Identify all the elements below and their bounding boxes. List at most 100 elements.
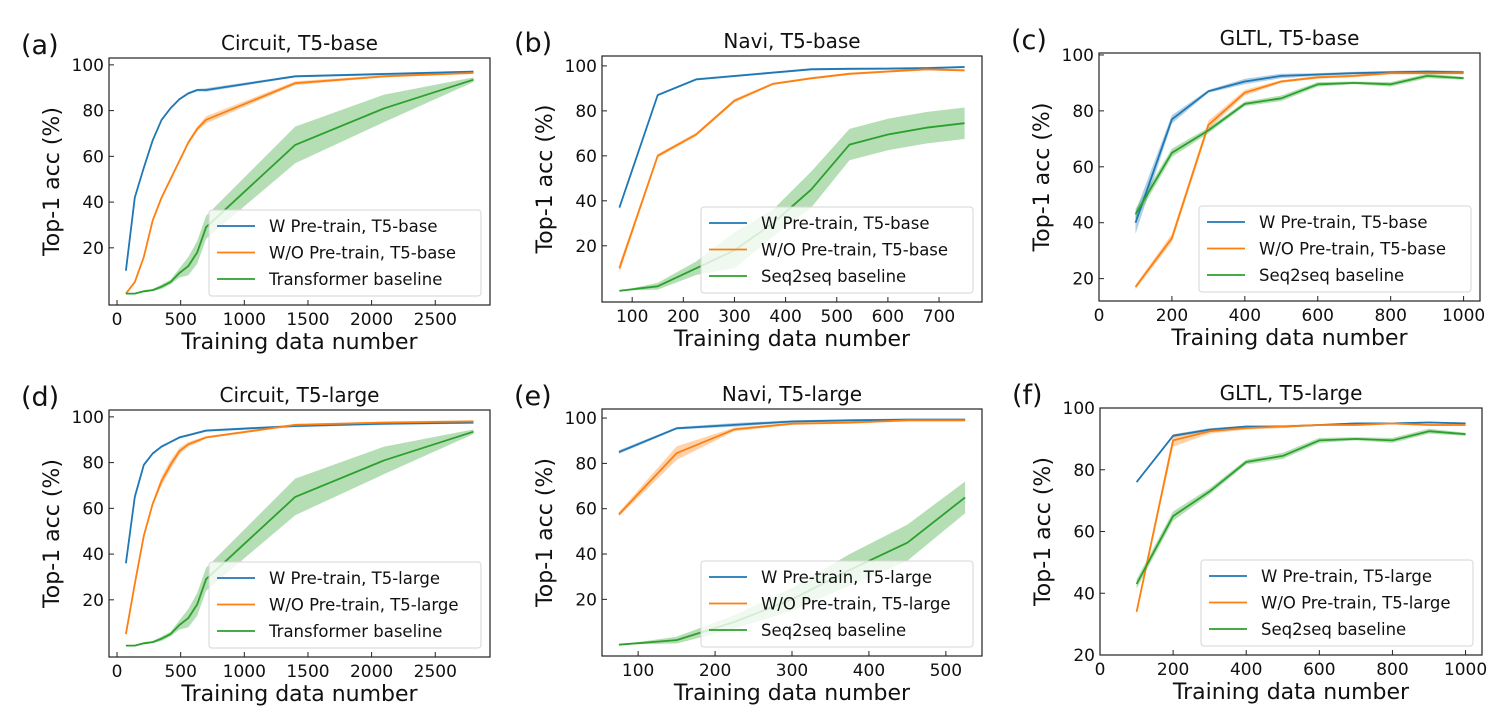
series-line-2 <box>1135 430 1466 585</box>
axes-frame <box>108 57 491 306</box>
y-tick-label: 40 <box>575 192 597 212</box>
y-tick-label: 20 <box>575 590 597 610</box>
y-tick-label: 60 <box>1072 158 1094 178</box>
legend-label-2: Seq2seq baseline <box>1259 266 1404 285</box>
legend-box <box>700 206 974 294</box>
y-axis-label: Top-1 acc (%) <box>533 105 558 255</box>
legend-label-2: Seq2seq baseline <box>761 621 906 640</box>
series-line-2 <box>1134 75 1464 215</box>
x-axis-label: Training data number <box>180 330 418 355</box>
plot-area <box>1135 421 1466 615</box>
series-band-1 <box>618 419 966 517</box>
series-line-0 <box>1134 70 1464 223</box>
legend-label-2: Transformer baseline <box>268 622 442 641</box>
series-band-0 <box>1136 421 1466 483</box>
subplot-c: 0 200 400 600 800 1000 20 40 60 80 100 GLTL, T5-bas… <box>1011 25 1485 351</box>
axes-frame <box>1098 52 1481 302</box>
y-tick-label: 100 <box>72 408 104 428</box>
y-axis-label: Top-1 acc (%) <box>1030 103 1055 253</box>
legend-box <box>1200 559 1474 647</box>
legend-box <box>700 560 974 648</box>
legend-label-0: W Pre-train, T5-large <box>269 569 440 588</box>
x-tick-label: 500 <box>164 662 196 682</box>
subplot-b: 100 200 300 400 500 600 700 20 40 60 80 100 Navi, T5… <box>514 28 983 352</box>
legend: W Pre-train, T5-large W/O Pre-train, T5-l… <box>1200 559 1474 647</box>
y-tick-label: 60 <box>82 147 104 167</box>
series-line-0 <box>1135 421 1466 483</box>
y-tick-label: 20 <box>82 591 104 611</box>
y-tick-label: 20 <box>575 237 597 257</box>
x-tick-label: 400 <box>853 661 885 681</box>
y-tick-label: 40 <box>82 545 104 565</box>
x-tick-label: 100 <box>616 307 648 327</box>
y-tick-label: 100 <box>72 56 104 76</box>
subplot-title: Navi, T5-base <box>723 29 860 53</box>
legend-box <box>208 561 482 649</box>
y-tick-label: 100 <box>1063 399 1095 419</box>
x-axis-label: Training data number <box>673 327 911 352</box>
y-tick-label: 100 <box>565 57 597 77</box>
series-line-2 <box>619 122 965 292</box>
subplot-e: 100 200 300 400 500 20 40 60 80 100 Navi, T5-large… <box>514 381 983 706</box>
x-tick-label: 400 <box>1229 306 1261 326</box>
series-line-1 <box>125 420 474 635</box>
legend-label-2: Seq2seq baseline <box>761 267 906 286</box>
legend-label-0: W Pre-train, T5-base <box>269 217 438 236</box>
x-tick-label: 100 <box>622 661 654 681</box>
legend-label-0: W Pre-train, T5-base <box>1259 213 1428 232</box>
subplot-title: GLTL, T5-large <box>1220 381 1363 405</box>
x-tick-label: 1000 <box>223 310 266 330</box>
y-tick-label: 60 <box>82 499 104 519</box>
y-tick-label: 40 <box>1072 214 1094 234</box>
series-line-0 <box>125 70 474 271</box>
subplot-title: Circuit, T5-base <box>221 31 378 55</box>
y-tick-label: 100 <box>565 409 597 429</box>
series-band-2 <box>619 107 965 291</box>
series-line-2 <box>125 78 474 295</box>
x-tick-label: 0 <box>1095 660 1106 680</box>
x-axis-label: Training data number <box>673 681 911 706</box>
legend-label-1: W/O Pre-train, T5-base <box>1259 240 1446 259</box>
subplot-d: 0 500 1000 1500 2000 2500 20 40 60 80 100 Circuit, … <box>21 382 491 707</box>
x-tick-label: 0 <box>112 662 123 682</box>
y-tick-label: 80 <box>1073 461 1095 481</box>
y-axis-label: Top-1 acc (%) <box>40 459 65 609</box>
x-tick-label: 200 <box>699 661 731 681</box>
x-tick-label: 2000 <box>350 310 393 330</box>
plot-area <box>1134 70 1464 290</box>
legend-label-1: W/O Pre-train, T5-base <box>269 244 456 263</box>
panel-label: (c) <box>1011 25 1047 56</box>
x-tick-label: 800 <box>1376 660 1408 680</box>
x-tick-label: 700 <box>923 307 955 327</box>
y-tick-label: 40 <box>1073 584 1095 604</box>
legend-label-0: W Pre-train, T5-base <box>761 214 930 233</box>
axes-frame <box>601 55 983 303</box>
x-tick-label: 500 <box>930 661 962 681</box>
series-line-1 <box>125 72 474 295</box>
legend-label-1: W/O Pre-train, T5-large <box>269 596 459 615</box>
plot-area <box>618 65 965 292</box>
legend: W Pre-train, T5-large W/O Pre-train, T5-l… <box>700 560 974 648</box>
x-tick-label: 600 <box>872 307 904 327</box>
legend: W Pre-train, T5-base W/O Pre-train, T5-ba… <box>1198 205 1472 293</box>
legend-label-2: Transformer baseline <box>268 270 442 289</box>
x-tick-label: 2000 <box>350 662 393 682</box>
panel-label: (f) <box>1012 380 1043 411</box>
legend-label-0: W Pre-train, T5-large <box>761 568 932 587</box>
y-axis-label: Top-1 acc (%) <box>40 107 65 257</box>
x-tick-label: 0 <box>1094 306 1105 326</box>
series-line-1 <box>618 419 966 516</box>
plot-area <box>125 70 474 295</box>
y-tick-label: 100 <box>1062 46 1094 66</box>
legend-label-2: Seq2seq baseline <box>1261 620 1406 639</box>
y-tick-label: 80 <box>575 102 597 122</box>
x-tick-label: 200 <box>667 307 699 327</box>
x-tick-label: 1000 <box>1442 306 1485 326</box>
legend: W Pre-train, T5-large W/O Pre-train, T5-l… <box>208 561 482 649</box>
x-tick-label: 600 <box>1303 660 1335 680</box>
panel-label: (a) <box>21 30 59 61</box>
x-tick-label: 1000 <box>223 662 266 682</box>
y-tick-label: 80 <box>575 454 597 474</box>
subplot-title: Circuit, T5-large <box>220 383 380 407</box>
y-tick-label: 60 <box>575 147 597 167</box>
